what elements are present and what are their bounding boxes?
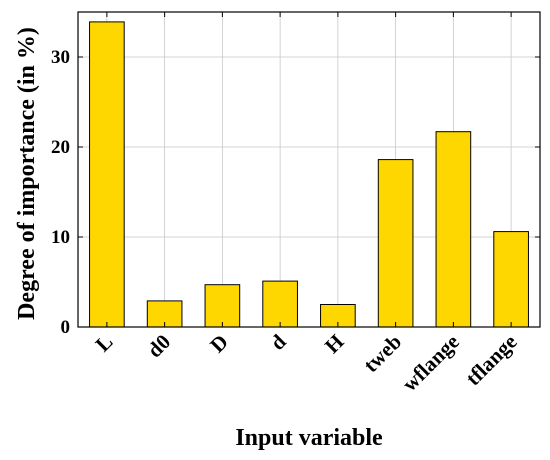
y-tick-label: 20: [51, 137, 70, 158]
y-axis-title: Degree of importance (in %): [14, 27, 40, 320]
y-tick-label: 0: [61, 317, 71, 338]
bars: [89, 21, 529, 328]
x-tick-label: H: [320, 330, 349, 359]
x-axis-title: Input variable: [235, 425, 383, 451]
x-tick-label: D: [205, 330, 233, 358]
x-tick-label: wflange: [397, 330, 463, 396]
y-tick-label: 10: [51, 227, 70, 248]
plot-frame: [77, 11, 541, 328]
bar-wflange: [435, 131, 472, 328]
y-axis-ticks: 0 10 20 30: [51, 47, 540, 338]
x-tick-label: tflange: [461, 330, 522, 391]
bar-D: [204, 284, 241, 328]
bar-tweb: [377, 159, 414, 328]
x-tick-label: d0: [143, 330, 176, 363]
x-tick-label: L: [91, 330, 118, 357]
y-tick-label: 30: [51, 47, 70, 68]
bar-L: [89, 21, 125, 328]
x-tick-label: d: [265, 329, 290, 354]
bar-d: [262, 280, 298, 328]
x-tick-label: tweb: [359, 330, 406, 377]
bar-tflange: [493, 231, 529, 328]
